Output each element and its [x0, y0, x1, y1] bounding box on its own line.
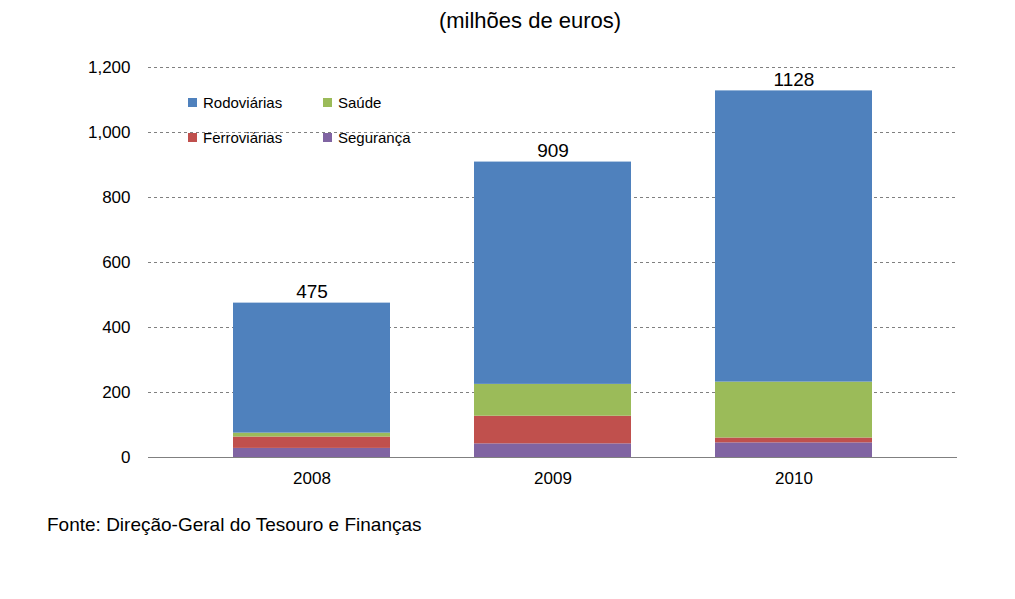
html-text:Rodoviárias: Rodoviárias	[203, 94, 283, 111]
html-text:Ferroviárias: Ferroviárias	[203, 129, 283, 146]
svg-text:475: 475	[296, 281, 328, 302]
html-text:(milhões de euros): (milhões de euros)	[438, 8, 622, 33]
svg-text:1128: 1128	[774, 69, 815, 90]
svg-text:1,000: 1,000	[88, 123, 131, 142]
svg-text:2010: 2010	[775, 469, 813, 488]
svg-text:1,200: 1,200	[88, 58, 131, 77]
svg-text:200: 200	[102, 383, 130, 402]
html-text:Fonte: Direção-Geral do Tesour: Fonte: Direção-Geral do Tesouro e Finanç…	[47, 514, 422, 535]
svg-text:2009: 2009	[534, 469, 572, 488]
html-text:Saúde: Saúde	[338, 94, 382, 111]
svg-text:909: 909	[537, 140, 569, 161]
svg-text:800: 800	[102, 188, 130, 207]
svg-text:400: 400	[102, 318, 130, 337]
svg-text:600: 600	[102, 253, 130, 272]
svg-text:0: 0	[121, 448, 130, 467]
svg-text:2008: 2008	[293, 469, 331, 488]
html-text:Segurança: Segurança	[338, 129, 411, 146]
